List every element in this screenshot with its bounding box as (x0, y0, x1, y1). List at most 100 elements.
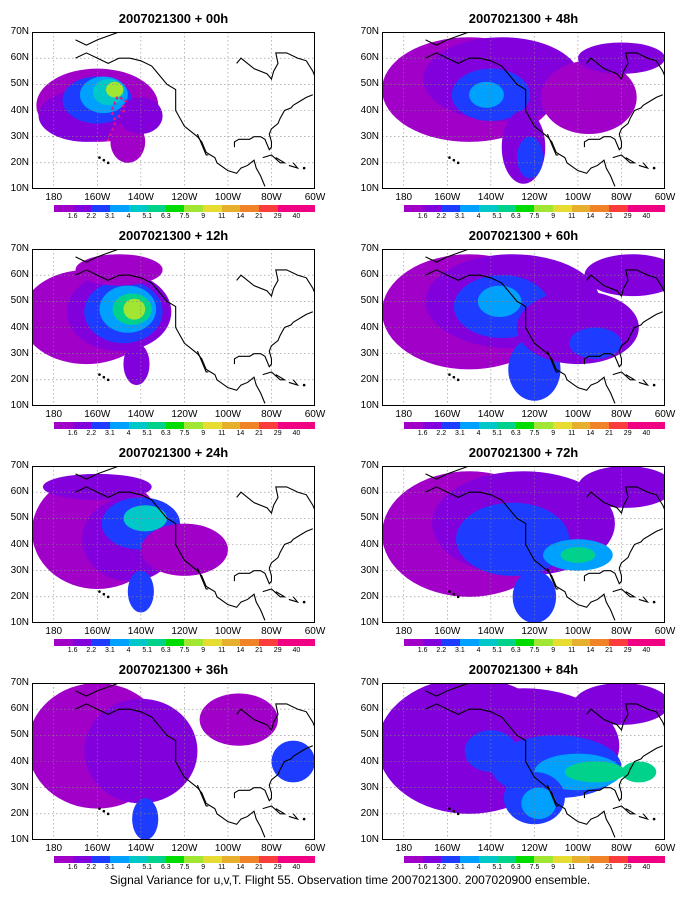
island (448, 373, 451, 376)
colorbar-label: 1.6 (417, 864, 428, 871)
colorbar-swatch (571, 422, 591, 429)
colorbar-swatch (497, 639, 516, 646)
lat-tick-label: 10N (10, 400, 29, 411)
colorbar-swatch (404, 639, 423, 646)
colorbar-swatch (147, 856, 166, 863)
coastline (236, 52, 315, 81)
colorbar-label: 9 (551, 213, 556, 220)
colorbar-label: 11 (218, 430, 226, 437)
colorbar-swatch (221, 422, 241, 429)
colorbar-label: 14 (586, 213, 595, 220)
colorbar-label: 14 (236, 647, 245, 654)
lat-tick-label: 10N (10, 617, 29, 628)
lat-tick-label: 10N (360, 183, 379, 194)
flight-observation-marker (110, 106, 115, 110)
island (302, 600, 306, 604)
coastline (75, 52, 266, 187)
colorbar-label: 7.5 (529, 430, 540, 437)
lon-tick-label: 100W (214, 192, 241, 203)
colorbar-swatch (571, 639, 591, 646)
colorbar-swatch (534, 856, 554, 863)
colorbar-label: 3.1 (105, 213, 115, 220)
colorbar-swatch (165, 856, 185, 863)
colorbar-label: 4 (476, 864, 481, 871)
colorbar-label: 3.1 (455, 864, 465, 871)
coastline (236, 703, 315, 732)
lon-tick-label: 180 (395, 409, 413, 420)
colorbar-swatch (534, 422, 554, 429)
colorbar-swatch (109, 205, 129, 212)
colorbar-label: 14 (586, 647, 595, 654)
flight-observation-marker (112, 121, 117, 126)
colorbar-label: 9 (201, 430, 206, 437)
lon-tick-label: 80W (611, 626, 632, 637)
lon-tick-label: 60W (654, 626, 676, 637)
colorbar-label: 14 (236, 864, 245, 871)
flight-observation-marker (123, 98, 128, 102)
colorbar-swatch (441, 422, 460, 429)
lon-tick-label: 180 (45, 843, 63, 854)
coastline (425, 269, 616, 404)
colorbar (404, 205, 665, 212)
coastline (638, 379, 650, 387)
flight-observation-marker (112, 100, 117, 105)
colorbar-label: 2.2 (436, 647, 447, 654)
variance-contour (540, 60, 637, 135)
map-plot (32, 466, 315, 623)
lon-tick-label: 160W (84, 192, 111, 203)
colorbar-swatch (277, 205, 297, 212)
lon-tick-label: 80W (611, 192, 632, 203)
colorbar-swatch (54, 639, 73, 646)
island (102, 592, 106, 596)
lat-tick-label: 30N (360, 347, 379, 359)
colorbar-label: 1.6 (417, 647, 428, 654)
colorbar-label: 4 (126, 864, 131, 871)
lat-tick-label: 70N (360, 677, 379, 688)
colorbar-swatch (627, 639, 647, 646)
colorbar-swatch (296, 205, 315, 212)
colorbar-label: 40 (642, 430, 651, 437)
island (106, 812, 110, 816)
coastline (638, 162, 650, 170)
colorbar-label: 21 (605, 213, 613, 220)
colorbar-swatch (459, 205, 479, 212)
colorbar-label: 40 (292, 430, 301, 437)
lon-tick-label: 160W (84, 626, 111, 637)
map-frame (32, 249, 315, 406)
colorbar-label: 29 (623, 647, 632, 654)
colorbar-label: 1.6 (67, 647, 78, 654)
colorbar-swatch (590, 856, 610, 863)
island (452, 375, 456, 379)
colorbar-label: 9 (201, 647, 206, 654)
island (102, 375, 106, 379)
lon-tick-label: 60W (304, 409, 326, 420)
lat-tick-label: 40N (360, 755, 379, 767)
lat-tick-label: 60N (360, 269, 379, 281)
coastline (425, 486, 616, 621)
coastline (425, 32, 470, 46)
colorbar-swatch (422, 205, 442, 212)
coastline (425, 683, 470, 697)
colorbar-label: 1.6 (67, 213, 78, 220)
lon-tick-label: 160W (84, 843, 111, 854)
coastline (583, 94, 664, 151)
lat-tick-label: 70N (10, 26, 29, 37)
island (448, 156, 451, 159)
colorbar-label: 11 (218, 647, 226, 654)
lon-tick-label: 120W (171, 192, 198, 203)
island (106, 378, 110, 382)
colorbar-swatch (571, 856, 591, 863)
colorbar-swatch (459, 856, 479, 863)
lat-tick-label: 10N (360, 834, 379, 845)
coastline (233, 94, 314, 151)
colorbar-label: 29 (273, 213, 282, 220)
lon-tick-label: 140W (127, 192, 154, 203)
colorbar-swatch (54, 205, 73, 212)
colorbar-swatch (203, 422, 222, 429)
variance-contour (119, 97, 163, 135)
colorbar-swatch (72, 856, 92, 863)
lon-tick-label: 120W (521, 409, 548, 420)
island (98, 590, 101, 593)
coastline (612, 805, 637, 815)
colorbar-swatch (534, 639, 554, 646)
